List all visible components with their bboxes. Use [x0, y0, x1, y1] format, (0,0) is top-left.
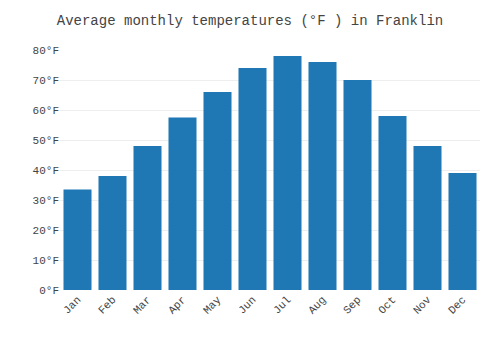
- svg-text:Sep: Sep: [341, 294, 363, 316]
- svg-text:0°F: 0°F: [39, 285, 59, 297]
- svg-text:80°F: 80°F: [33, 45, 59, 57]
- svg-text:Mar: Mar: [131, 294, 153, 316]
- svg-text:20°F: 20°F: [33, 225, 59, 237]
- svg-text:40°F: 40°F: [33, 165, 59, 177]
- svg-text:Dec: Dec: [446, 294, 468, 316]
- svg-text:10°F: 10°F: [33, 255, 59, 267]
- svg-text:70°F: 70°F: [33, 75, 59, 87]
- svg-text:60°F: 60°F: [33, 105, 59, 117]
- svg-text:Feb: Feb: [96, 294, 118, 316]
- svg-text:Apr: Apr: [166, 294, 188, 316]
- svg-text:Nov: Nov: [411, 294, 434, 317]
- svg-text:Jan: Jan: [61, 294, 83, 316]
- svg-text:50°F: 50°F: [33, 135, 59, 147]
- svg-text:Average monthly temperatures (: Average monthly temperatures (°F ) in Fr…: [57, 13, 443, 29]
- svg-text:30°F: 30°F: [33, 195, 59, 207]
- svg-text:Jun: Jun: [236, 294, 258, 316]
- svg-text:Aug: Aug: [306, 294, 328, 316]
- svg-text:May: May: [201, 294, 224, 317]
- svg-text:Oct: Oct: [376, 294, 398, 316]
- svg-text:Jul: Jul: [271, 294, 293, 316]
